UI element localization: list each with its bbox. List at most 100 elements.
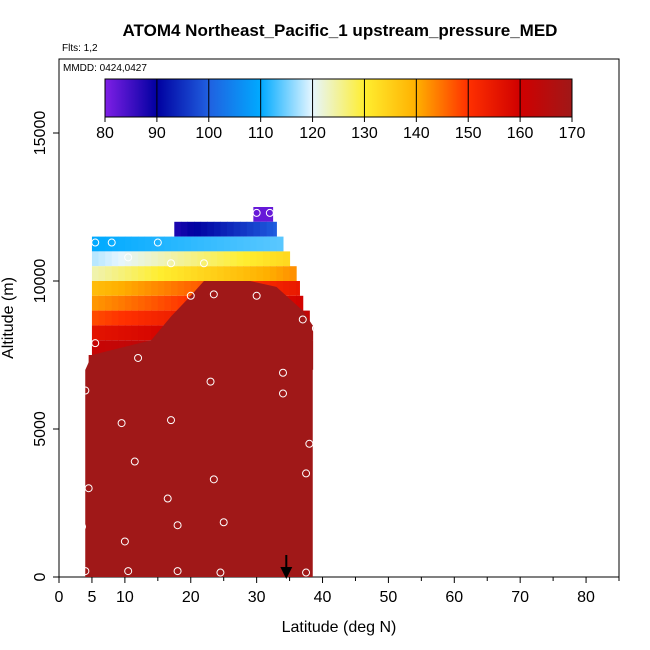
heatmap-cells [85,207,314,577]
heatmap-cell [250,251,258,267]
heatmap-cell [210,266,218,281]
sample-point [298,315,307,324]
x-tick-label: 70 [511,589,529,606]
heatmap-cell [230,266,238,281]
x-tick-label: 40 [314,589,332,606]
sample-point [279,368,287,377]
heatmap-cell [98,340,106,355]
sample-point [91,339,100,348]
colorbar-tick-label: 90 [148,125,166,142]
heatmap-cell [118,325,126,341]
colorbar-tick-label: 120 [299,125,326,142]
heatmap-cell [164,281,172,296]
heatmap-cell [223,251,231,267]
heatmap-cell [180,221,188,237]
heatmap-cell [190,236,198,252]
heatmap-cell [131,325,139,341]
heatmap-cell [210,236,218,252]
heatmap-cell [111,325,119,341]
heatmap-cell [124,310,132,326]
heatmap-cell [91,310,100,326]
heatmap-cell [194,221,202,237]
heatmap-cell [289,281,297,296]
x-tick-label: 0 [55,589,64,606]
heatmap-cell [230,236,238,252]
heatmap-cell [276,236,284,252]
heatmap-cell [138,236,146,252]
heatmap-cell [207,221,215,237]
heatmap-cell [157,281,165,296]
heatmap-cell [197,236,205,252]
sample-point [311,324,320,333]
sample-point [209,475,218,484]
heatmap-cell [171,266,179,281]
heatmap-cell [171,251,179,267]
heatmap-cell [98,281,106,296]
heatmap-cell [243,266,251,281]
heatmap-cell [217,251,225,267]
heatmap-cell [283,266,291,281]
dates-label: MMDD: 0424,0427 [63,63,147,74]
heatmap-cell [131,295,139,311]
heatmap-cell [259,221,268,237]
heatmap-cell [144,281,152,296]
heatmap-cell [91,236,100,252]
heatmap-cell [151,310,159,326]
heatmap-cell [98,236,106,252]
heatmap-cell [131,236,139,252]
heatmap-cell [144,251,152,267]
heatmap-cell [91,266,100,281]
sample-point [305,439,314,448]
heatmap-cell [240,221,248,237]
heatmap-cell [98,325,106,341]
heatmap-cell [203,266,212,281]
sample-point [216,568,225,577]
sample-point [173,521,182,530]
heatmap-cell [177,281,185,296]
x-tick-label: 10 [116,589,134,606]
heatmap-cell [253,207,274,222]
y-axis: 0 5000 10000 15000 [32,111,59,581]
sample-point [167,259,175,268]
heatmap-cell [144,325,152,341]
heatmap-cell [105,266,113,281]
heatmap-cell [151,325,159,341]
heatmap-cell [164,251,172,267]
sample-point [199,259,208,268]
heatmap-cell [203,236,212,252]
heatmap-cell [190,281,198,296]
heatmap-cell [184,266,192,281]
colorbar-tick-label: 150 [455,125,482,142]
heatmap-cell [263,266,271,281]
heatmap-cell [98,251,106,267]
heatmap-cell [118,281,126,296]
heatmap-cell [233,221,241,237]
heatmap-cell [171,281,179,296]
heatmap-cell [138,325,146,341]
heatmap-cell [131,251,139,267]
x-tick-label: 50 [380,589,398,606]
sample-point [279,389,287,398]
x-tick-label: 60 [445,589,463,606]
sample-point [302,568,311,577]
heatmap-cell [243,251,251,267]
heatmap-cell [171,236,179,252]
heatmap-cell [289,266,297,281]
sample-point [163,494,172,503]
heatmap-cell [144,310,152,326]
heatmap-cell [124,281,132,296]
sample-point [81,386,90,395]
heatmap-cell [276,281,284,296]
sample-point [117,419,126,428]
heatmap-cell [174,221,182,237]
x-axis: 0 5 10 20 30 40 50 60 70 80 [55,577,620,606]
heatmap-cell [187,221,195,237]
plot-frame [58,58,620,578]
heatmap-cell [105,340,113,355]
x-tick-label: 5 [87,589,96,606]
heatmap-cell [256,251,264,267]
sample-point [81,567,90,576]
y-axis-label: Altitude (m) [0,277,17,359]
heatmap-cell [227,221,235,237]
